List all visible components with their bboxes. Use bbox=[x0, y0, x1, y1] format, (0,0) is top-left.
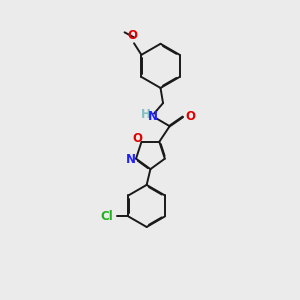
Text: O: O bbox=[132, 132, 142, 145]
Text: N: N bbox=[148, 110, 158, 123]
Text: O: O bbox=[185, 110, 196, 123]
Text: O: O bbox=[127, 28, 137, 42]
Text: H: H bbox=[141, 107, 151, 121]
Text: Cl: Cl bbox=[100, 210, 112, 223]
Text: N: N bbox=[126, 153, 136, 166]
